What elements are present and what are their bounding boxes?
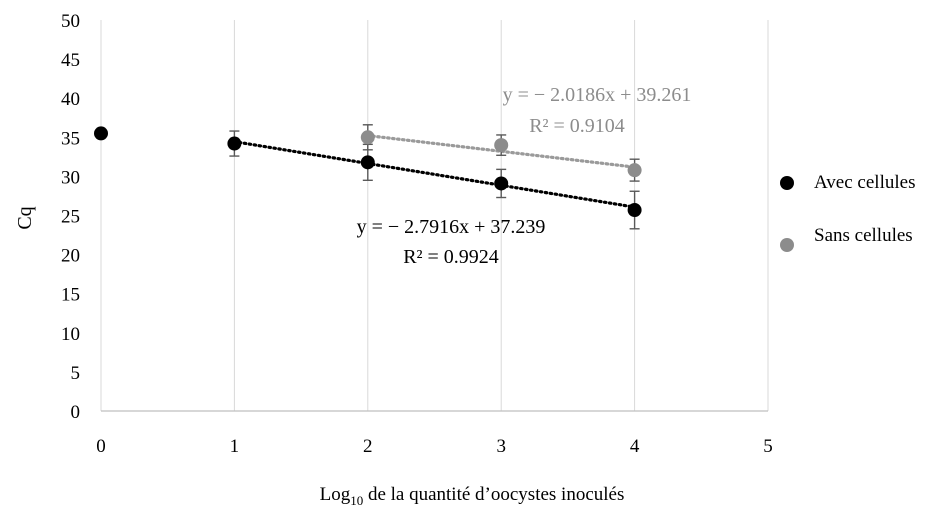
x-tick-label-3: 3	[496, 436, 506, 457]
y-tick-label-35: 35	[61, 128, 80, 149]
point-avec-cellules-1	[227, 136, 242, 151]
x-tick-labels: 0 1 2 3 4 5	[96, 436, 773, 457]
point-avec-cellules-4	[627, 203, 642, 218]
point-sans-cellules-3	[494, 138, 509, 153]
y-tick-label-0: 0	[71, 402, 81, 423]
trendlines	[232, 133, 637, 209]
legend-marker-sans-cellules	[780, 238, 794, 252]
y-axis-title: Cq	[14, 206, 36, 229]
legend-label-avec-cellules: Avec cellules	[814, 172, 915, 193]
x-tick-label-4: 4	[630, 436, 640, 457]
y-tick-label-50: 50	[61, 11, 80, 32]
x-tick-label-5: 5	[763, 436, 773, 457]
y-tick-label-15: 15	[61, 285, 80, 306]
y-tick-label-20: 20	[61, 246, 80, 267]
x-tick-label-0: 0	[96, 436, 106, 457]
y-tick-label-30: 30	[61, 167, 80, 188]
r2-avec-cellules: R² = 0.9924	[403, 246, 499, 268]
y-tick-label-25: 25	[61, 207, 80, 228]
y-tick-labels: 0 5 10 15 20 25 30 35 40 45 50	[61, 11, 80, 423]
trendline-avec-cellules	[232, 140, 637, 209]
legend-label-sans-cellules: Sans cellules	[814, 225, 913, 246]
x-tick-label-1: 1	[230, 436, 240, 457]
y-tick-label-5: 5	[71, 363, 81, 384]
legend: Avec cellules Sans cellules	[780, 172, 915, 252]
point-avec-cellules-3	[494, 176, 509, 191]
point-avec-cellules-0	[94, 126, 108, 141]
point-sans-cellules-4	[627, 163, 642, 178]
error-bars	[229, 124, 640, 230]
equation-avec-cellules: y = − 2.7916x + 37.239	[357, 216, 546, 238]
x-axis-title: Log10 de la quantité d’oocystes inoculés	[319, 484, 625, 508]
r2-sans-cellules: R² = 0.9104	[529, 115, 625, 137]
y-tick-label-40: 40	[61, 89, 80, 110]
data-points	[94, 126, 642, 218]
equation-sans-cellules: y = − 2.0186x + 39.261	[503, 84, 692, 106]
point-avec-cellules-2	[360, 155, 375, 170]
legend-marker-avec-cellules	[780, 176, 794, 190]
y-tick-label-10: 10	[61, 324, 80, 345]
point-sans-cellules-2	[360, 130, 375, 145]
y-tick-label-45: 45	[61, 50, 80, 71]
x-tick-label-2: 2	[363, 436, 373, 457]
